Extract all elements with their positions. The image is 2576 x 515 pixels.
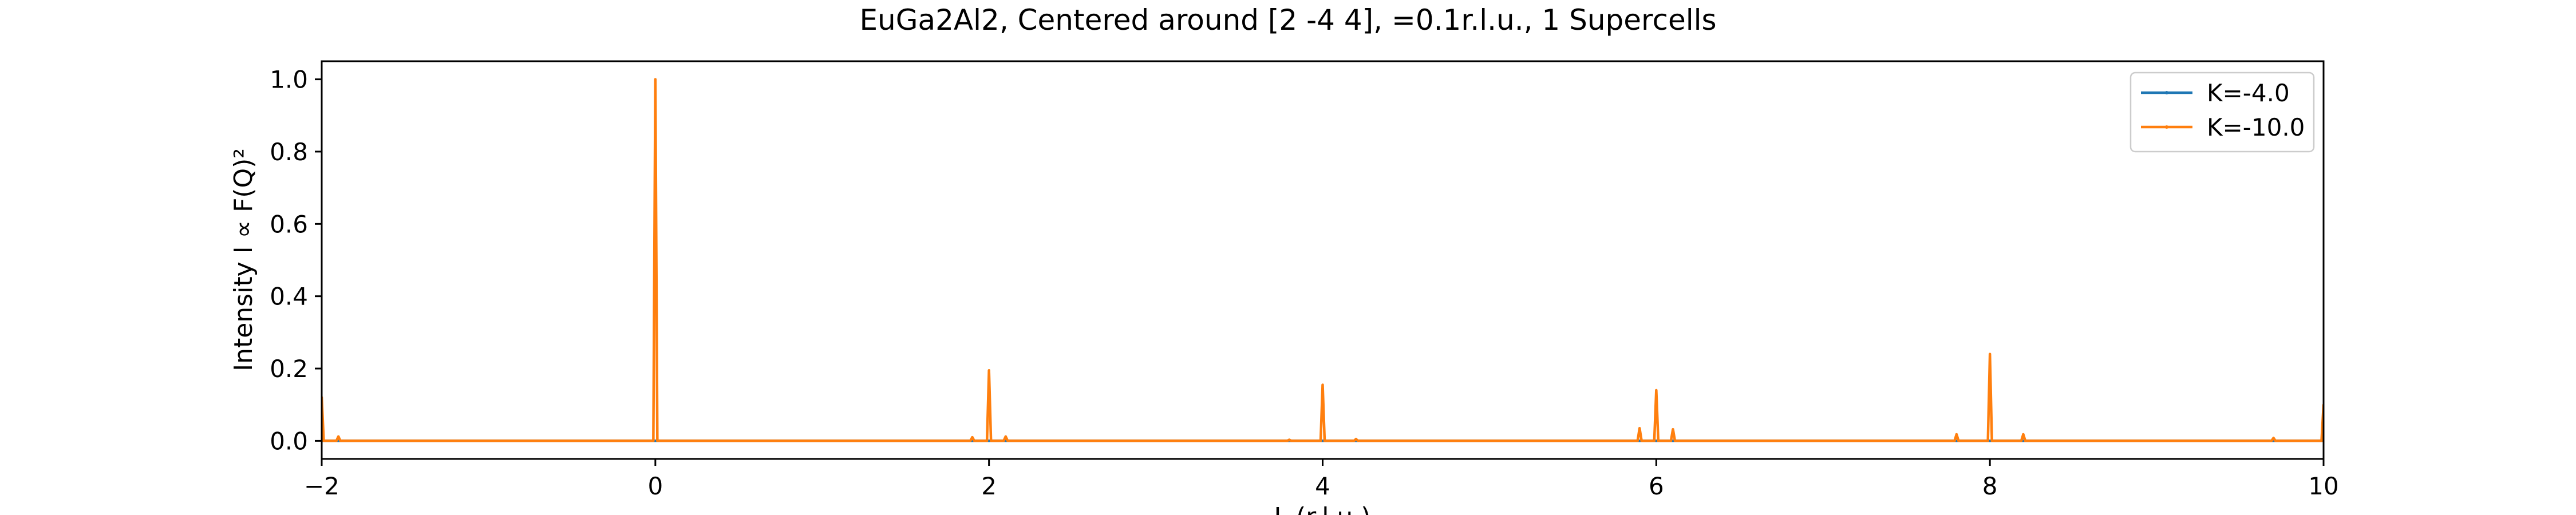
x-axis: −2 0 2 4 6 8 10: [304, 459, 2339, 500]
x-tick-label: 4: [1315, 472, 1330, 500]
x-tick-label: 6: [1649, 472, 1664, 500]
y-tick-label: 0.4: [270, 283, 308, 311]
y-axis-label: Intensity I ∝ F(Q)²: [229, 148, 258, 371]
data-point: [1288, 438, 1291, 441]
y-tick-label: 1.0: [270, 66, 308, 94]
x-tick-label: 8: [1982, 472, 1998, 500]
legend-marker: [2165, 125, 2168, 129]
legend: K=-4.0 K=-10.0: [2129, 72, 2315, 153]
data-point: [1655, 389, 1658, 391]
x-tick-label: 10: [2308, 472, 2338, 500]
data-point: [971, 436, 974, 439]
y-tick-label: 0.2: [270, 355, 308, 383]
data-point: [337, 435, 340, 438]
data-point: [2022, 433, 2025, 436]
data-point: [1354, 438, 1357, 441]
data-point: [1638, 427, 1641, 430]
data-point: [1989, 352, 1992, 355]
data-point: [1955, 433, 1958, 436]
data-point: [1321, 383, 1324, 386]
x-axis-label: L (r.l.u.): [1274, 502, 1371, 515]
data-point: [654, 78, 657, 81]
y-tick-label: 0.8: [270, 138, 308, 166]
series-line-2: [322, 78, 2324, 442]
x-tick-label: −2: [304, 472, 339, 500]
y-tick-label: 0.6: [270, 210, 308, 238]
data-point: [2272, 437, 2275, 439]
x-tick-label: 2: [981, 472, 997, 500]
chart-title: EuGa2Al2, Centered around [2 -4 4], =0.1…: [859, 3, 1716, 37]
data-point: [987, 369, 990, 372]
x-tick-label: 0: [647, 472, 663, 500]
legend-label: K=-10.0: [2207, 113, 2305, 141]
legend-label: K=-4.0: [2207, 79, 2290, 107]
y-tick-label: 0.0: [270, 427, 308, 455]
data-point: [1672, 428, 1674, 431]
plot-area: [322, 78, 2324, 442]
y-axis: 0.0 0.2 0.4 0.6 0.8 1.0: [270, 66, 322, 455]
data-point: [1004, 435, 1007, 438]
legend-marker: [2165, 91, 2168, 94]
